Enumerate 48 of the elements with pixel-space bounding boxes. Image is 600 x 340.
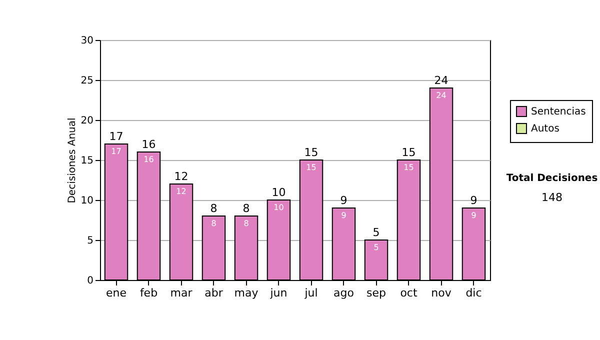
x-tick-label: sep — [366, 286, 386, 300]
x-tick-label: ago — [334, 286, 354, 300]
x-tick-label: may — [234, 286, 259, 300]
x-tick-label: oct — [400, 286, 418, 300]
data-label: 15 — [404, 163, 414, 172]
x-tick-label: jun — [269, 286, 288, 300]
data-label: 8 — [244, 219, 249, 228]
data-label: 17 — [111, 147, 122, 156]
total-label: 15 — [304, 146, 318, 159]
data-label: 5 — [374, 243, 379, 252]
data-label: 16 — [144, 155, 154, 164]
total-label: 9 — [340, 194, 348, 207]
y-axis-title: Decisiones Anual — [66, 118, 78, 204]
x-tick-label: mar — [170, 286, 193, 300]
x-tick-label: dic — [466, 286, 482, 300]
total-label: 15 — [402, 146, 416, 159]
text: Total Decisiones — [506, 173, 598, 184]
data-label: 10 — [274, 203, 284, 212]
data-label: 9 — [471, 211, 476, 220]
y-tick-label: 0 — [87, 276, 94, 286]
x-tick-label: ene — [106, 286, 127, 300]
total-label: 5 — [372, 226, 380, 239]
total-label: 10 — [272, 186, 286, 199]
total-label: 8 — [210, 202, 218, 215]
total-label: 8 — [242, 202, 250, 215]
data-label: 15 — [306, 163, 316, 172]
y-tick-label: 15 — [80, 156, 94, 166]
total-label: 17 — [109, 130, 124, 143]
legend-label: Autos — [531, 124, 560, 134]
total-label: 12 — [174, 170, 188, 183]
y-tick-label: 20 — [80, 116, 94, 126]
y-tick-label: 30 — [80, 36, 94, 46]
data-label: 24 — [436, 91, 446, 100]
y-tick-label: 5 — [87, 236, 94, 246]
data-label: 8 — [211, 219, 216, 228]
total-label: 9 — [470, 194, 478, 207]
y-tick-label: 10 — [80, 196, 94, 206]
legend-label: Sentencias — [531, 106, 586, 118]
x-tick-label: feb — [140, 286, 158, 300]
x-tick-label: jul — [304, 286, 318, 300]
data-label: 9 — [341, 211, 346, 220]
data-label: 12 — [176, 187, 186, 196]
text: 148 — [542, 191, 562, 204]
total-label: 16 — [142, 138, 156, 151]
y-tick-label: 25 — [80, 76, 94, 86]
x-tick-label: nov — [431, 286, 452, 300]
total-label: 24 — [434, 74, 448, 87]
x-tick-label: abr — [204, 286, 224, 300]
